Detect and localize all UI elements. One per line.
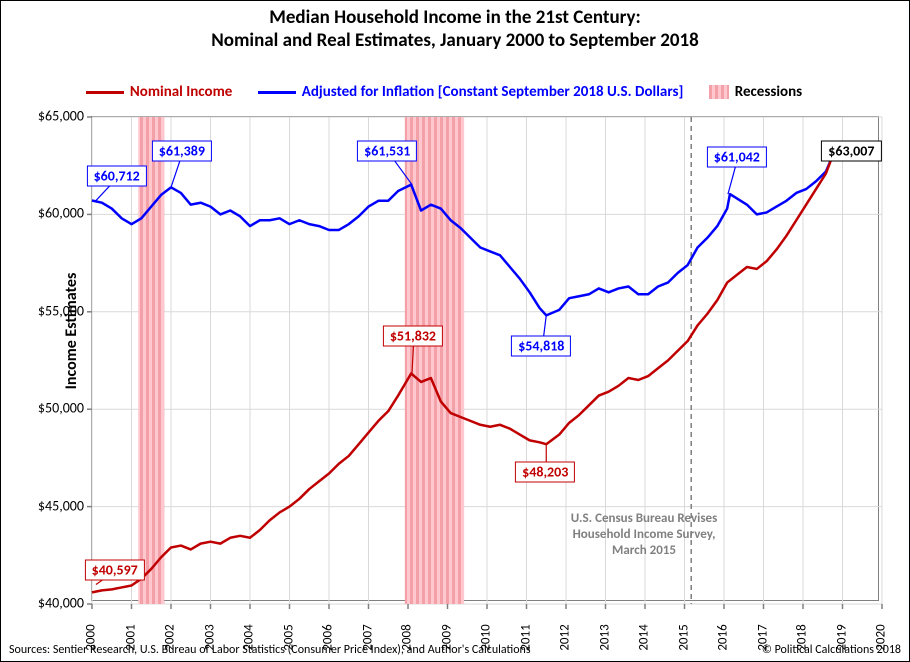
x-tick-label: 2018	[795, 624, 810, 650]
x-tick-label: 2001	[123, 624, 138, 650]
y-tick-label: $55,000	[29, 302, 84, 319]
x-tick-label: 2004	[242, 624, 257, 650]
legend: Nominal Income Adjusted for Inflation [C…	[1, 83, 909, 101]
data-callout: $60,712	[87, 166, 147, 187]
y-axis-label: Income Estimates	[62, 273, 81, 390]
x-tick-label: 2014	[637, 624, 652, 650]
data-callout: $61,042	[707, 146, 767, 167]
plot-area	[91, 116, 879, 601]
x-tick-label: 2019	[834, 624, 849, 650]
nominal-swatch	[86, 91, 124, 94]
chart-svg	[92, 117, 878, 600]
recession-swatch	[709, 85, 729, 99]
x-tick-label: 2002	[163, 624, 178, 650]
real-swatch	[258, 91, 296, 94]
x-tick-label: 2006	[321, 624, 336, 650]
x-tick-label: 2007	[360, 624, 375, 650]
x-tick-label: 2010	[479, 624, 494, 650]
y-tick-label: $45,000	[29, 497, 84, 514]
title-line-1: Median Household Income in the 21st Cent…	[269, 6, 640, 29]
title-line-2: Nominal and Real Estimates, January 2000…	[211, 29, 699, 52]
x-tick-label: 2003	[202, 624, 217, 650]
x-tick-label: 2012	[558, 624, 573, 650]
x-tick-label: 2008	[400, 624, 415, 650]
x-tick-label: 2020	[874, 624, 889, 650]
data-callout: $63,007	[821, 141, 881, 162]
data-callout: $54,818	[511, 335, 571, 356]
x-tick-label: 2015	[676, 624, 691, 650]
x-tick-label: 2009	[439, 624, 454, 650]
x-tick-label: 2013	[597, 624, 612, 650]
x-tick-label: 2017	[755, 624, 770, 650]
legend-recession: Recessions	[709, 83, 802, 101]
y-tick-label: $50,000	[29, 400, 84, 417]
legend-recession-label: Recessions	[735, 83, 802, 101]
data-callout: $61,531	[357, 141, 417, 162]
data-callout: $48,203	[515, 462, 575, 483]
legend-real-label: Adjusted for Inflation [Constant Septemb…	[302, 83, 684, 101]
y-tick-label: $65,000	[29, 108, 84, 125]
legend-nominal: Nominal Income	[86, 83, 236, 101]
legend-nominal-label: Nominal Income	[130, 83, 232, 101]
data-callout: $61,389	[152, 141, 212, 162]
x-tick-label: 2016	[716, 624, 731, 650]
x-tick-label: 2011	[518, 624, 533, 650]
x-tick-label: 2005	[281, 624, 296, 650]
chart-title: Median Household Income in the 21st Cent…	[1, 7, 909, 53]
data-callout: $40,597	[85, 559, 145, 580]
data-callout: $51,832	[383, 326, 443, 347]
legend-real: Adjusted for Inflation [Constant Septemb…	[258, 83, 687, 101]
y-tick-label: $40,000	[29, 595, 84, 612]
x-tick-label: 2000	[84, 624, 99, 650]
chart-container: Median Household Income in the 21st Cent…	[0, 0, 910, 662]
revision-note: U.S. Census Bureau RevisesHousehold Inco…	[571, 511, 718, 558]
y-tick-label: $60,000	[29, 205, 84, 222]
